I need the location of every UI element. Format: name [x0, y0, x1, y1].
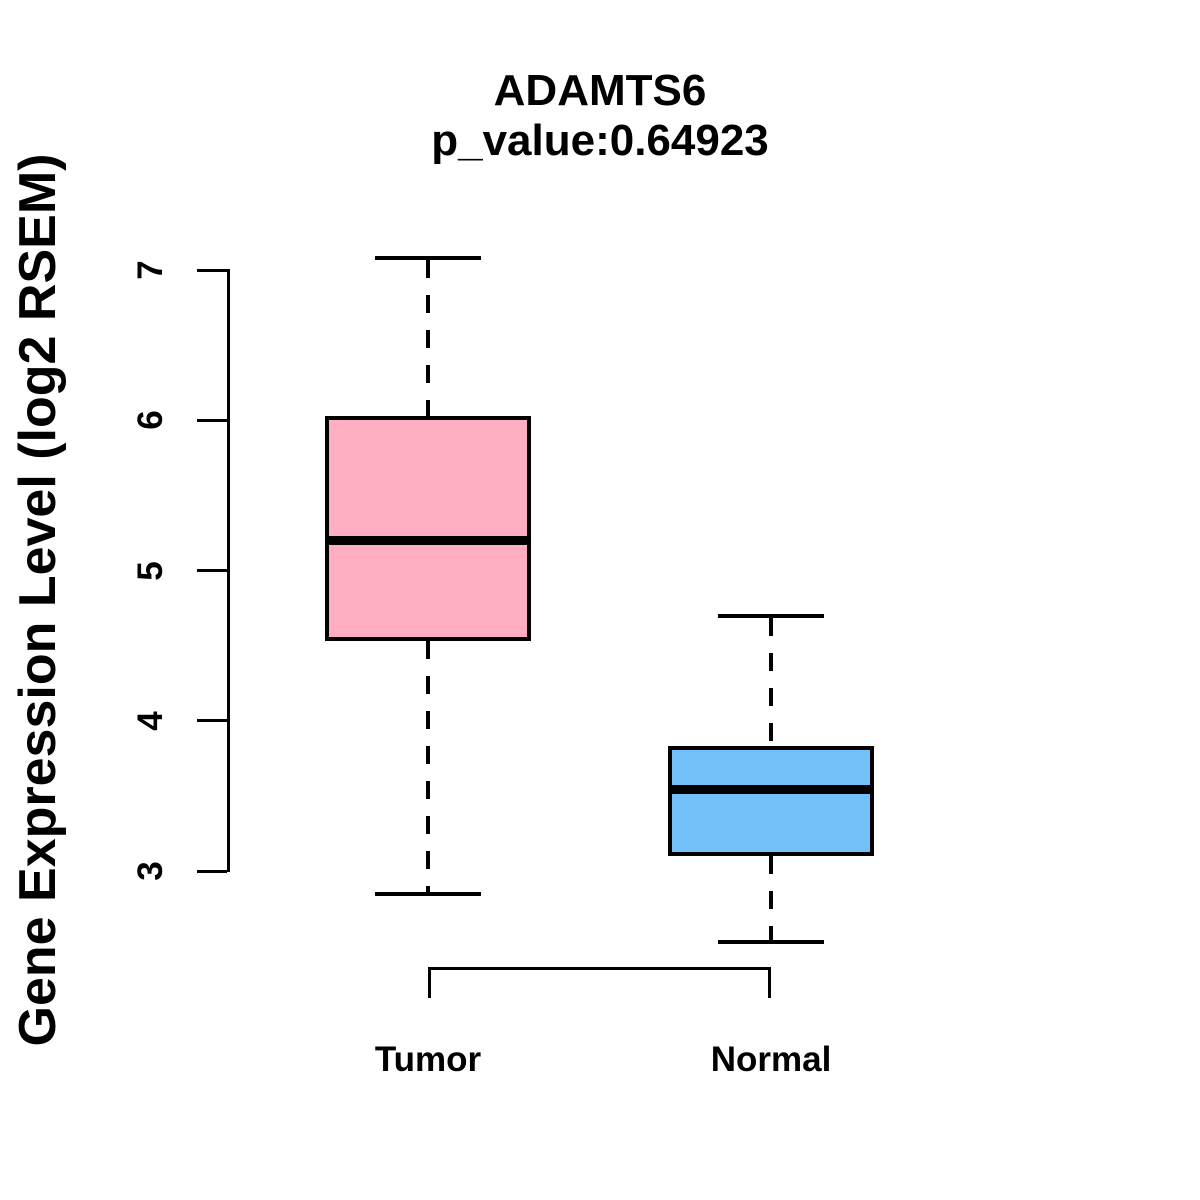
y-tick-mark: [197, 418, 227, 422]
y-tick-label: 7: [131, 260, 170, 280]
y-tick-mark: [197, 268, 227, 272]
median-normal: [668, 785, 874, 795]
box-tumor: [325, 415, 531, 642]
lower-whisker-tumor: [426, 641, 430, 892]
chart-title: ADAMTS6: [493, 66, 707, 115]
lower-whisker-cap-tumor: [375, 891, 481, 896]
x-axis-bracket-right-tick: [768, 968, 771, 998]
lower-whisker-normal: [769, 855, 773, 940]
upper-whisker-cap-normal: [718, 613, 824, 618]
chart-subtitle: p_value:0.64923: [431, 116, 769, 165]
x-axis-bracket: [428, 966, 771, 970]
y-axis-label: Gene Expression Level (log2 RSEM): [9, 153, 67, 1047]
y-tick-mark: [197, 569, 227, 572]
upper-whisker-cap-tumor: [375, 255, 481, 260]
upper-whisker-tumor: [426, 259, 430, 416]
y-axis-line: [227, 269, 230, 872]
median-tumor: [325, 535, 531, 545]
y-tick-mark: [197, 719, 227, 723]
y-tick-label: 5: [131, 560, 170, 581]
y-tick-label: 6: [131, 410, 170, 430]
y-tick-label: 3: [131, 861, 170, 881]
y-tick-label: 4: [131, 711, 170, 731]
box-normal: [668, 746, 874, 856]
category-label-normal: Normal: [710, 1040, 832, 1079]
x-axis-bracket-left-tick: [428, 968, 431, 998]
lower-whisker-cap-normal: [718, 939, 824, 944]
y-tick-mark: [197, 869, 227, 873]
upper-whisker-normal: [769, 617, 773, 747]
category-label-tumor: Tumor: [374, 1040, 482, 1079]
